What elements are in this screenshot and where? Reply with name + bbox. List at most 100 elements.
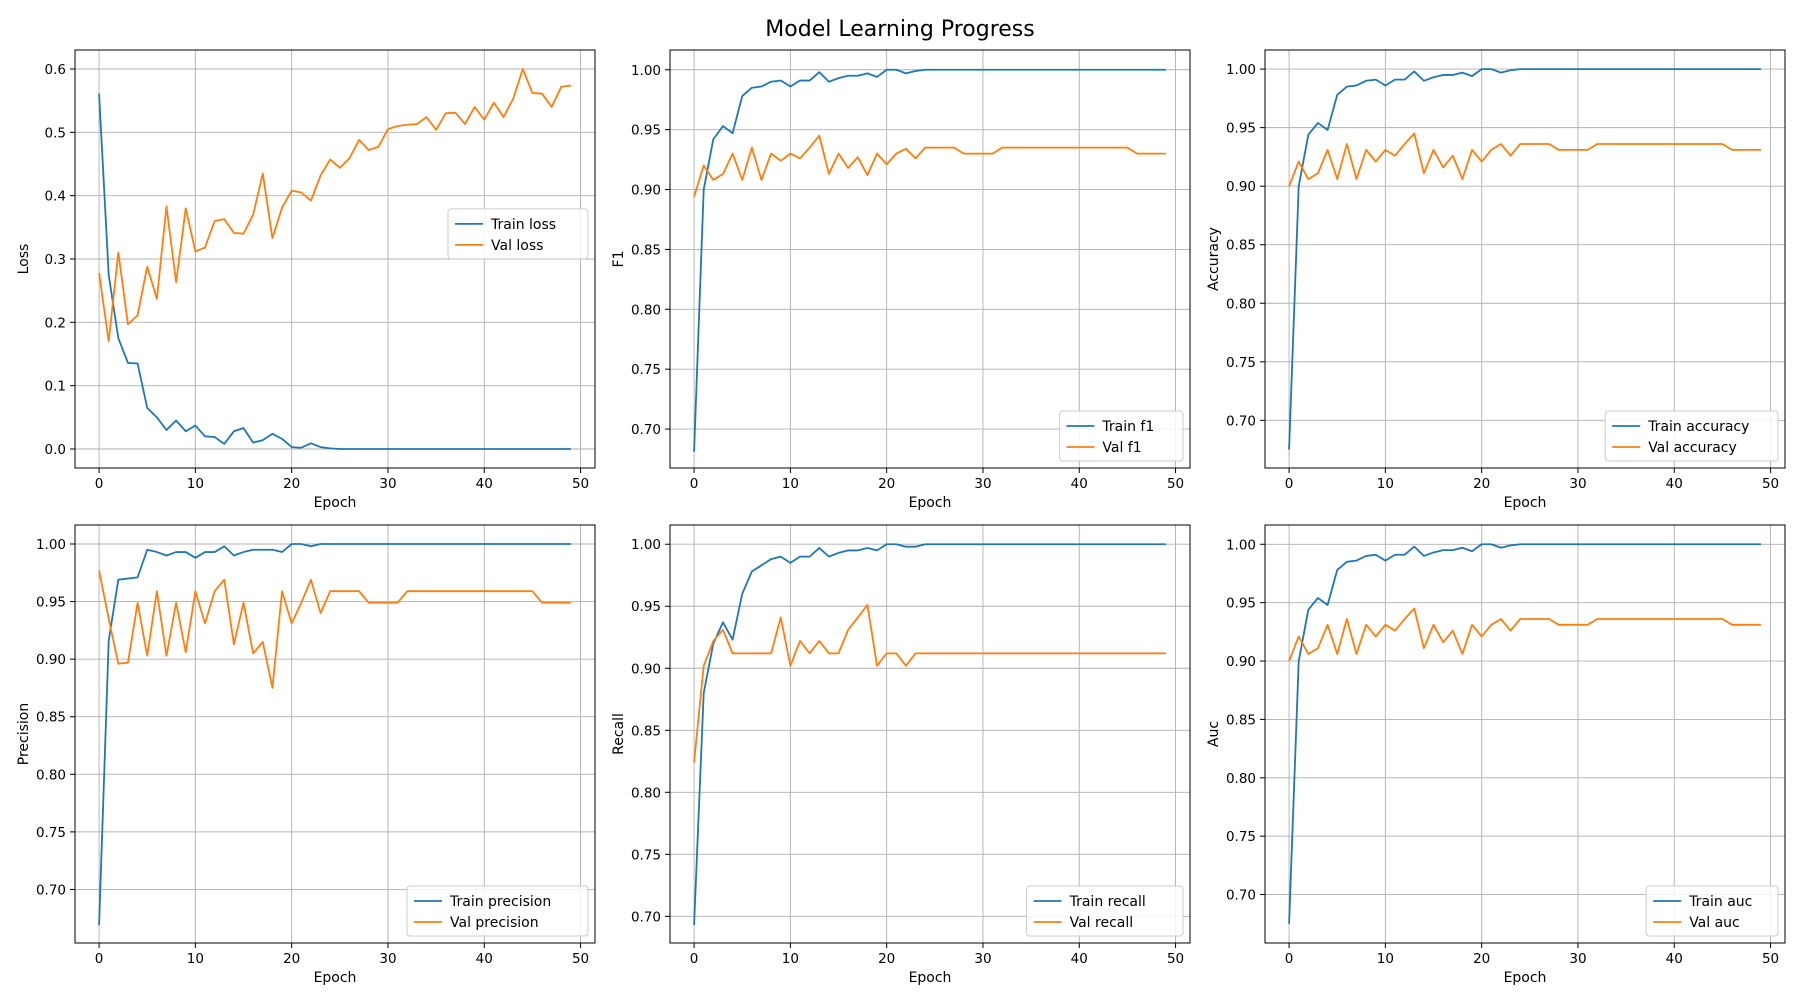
x-tick-label: 10 — [187, 951, 204, 967]
legend-box — [406, 885, 589, 937]
y-tick-label: 0.70 — [1226, 413, 1256, 429]
series-line-train-precision — [98, 543, 571, 926]
axes-frame — [74, 524, 596, 944]
y-tick-label: 0.75 — [631, 362, 661, 378]
series-line-val-recall — [693, 604, 1166, 763]
x-tick-label: 30 — [974, 476, 991, 492]
legend: Train accuracy Val accuracy — [1604, 410, 1779, 462]
x-tick-label: 30 — [1569, 951, 1586, 967]
x-tick-label: 0 — [95, 951, 104, 967]
y-tick-label: 0.5 — [45, 125, 66, 141]
axes-frame — [1264, 49, 1786, 469]
x-tick-label: 50 — [572, 476, 589, 492]
x-tick-label: 20 — [283, 951, 300, 967]
y-axis-label: Loss — [16, 244, 32, 275]
legend-label: Train recall — [1069, 894, 1146, 910]
x-tick-label: 30 — [379, 476, 396, 492]
y-tick-label: 0.95 — [1226, 596, 1256, 612]
y-tick-label: 0.75 — [1226, 829, 1256, 845]
series-line-val-auc — [1288, 607, 1761, 662]
legend-label: Val loss — [491, 238, 543, 254]
y-tick-label: 0.85 — [631, 242, 661, 258]
axes-frame — [1264, 524, 1786, 944]
x-tick-label: 30 — [379, 951, 396, 967]
series-line-val-loss — [98, 68, 572, 343]
x-tick-label: 10 — [782, 951, 799, 967]
y-tick-label: 0.85 — [1226, 238, 1256, 254]
y-tick-label: 0.70 — [631, 422, 661, 438]
x-tick-label: 0 — [95, 476, 104, 492]
y-tick-label: 0.80 — [1226, 296, 1256, 312]
legend-box — [1058, 410, 1184, 462]
x-tick-label: 20 — [878, 951, 895, 967]
y-tick-label: 0.95 — [631, 599, 661, 615]
axes-frame — [669, 49, 1191, 469]
x-axis-label: Epoch — [909, 495, 952, 511]
x-tick-label: 10 — [1377, 951, 1394, 967]
x-tick-label: 20 — [1473, 476, 1490, 492]
x-tick-label: 0 — [690, 476, 699, 492]
y-tick-label: 0.3 — [45, 252, 66, 268]
legend: Train f1 Val f1 — [1058, 410, 1184, 462]
legend-label: Train f1 — [1101, 419, 1154, 435]
y-axis-label: Accuracy — [1206, 227, 1222, 291]
x-tick-label: 20 — [283, 476, 300, 492]
y-tick-label: 0.1 — [45, 379, 66, 395]
x-tick-label: 0 — [1285, 476, 1294, 492]
y-tick-label: 0.80 — [631, 785, 661, 801]
y-tick-label: 1.00 — [1226, 62, 1256, 78]
legend-label: Val precision — [450, 915, 539, 931]
legend-box — [447, 208, 589, 260]
y-tick-label: 0.70 — [36, 882, 66, 898]
y-tick-label: 0.75 — [631, 847, 661, 863]
figure-title: Model Learning Progress — [765, 17, 1034, 42]
y-tick-label: 1.00 — [631, 537, 661, 553]
x-tick-label: 30 — [1569, 476, 1586, 492]
y-tick-label: 0.75 — [1226, 355, 1256, 371]
legend: Train precision Val precision — [406, 885, 589, 937]
y-tick-label: 0.75 — [36, 825, 66, 841]
y-tick-label: 0.90 — [631, 661, 661, 677]
x-axis-label: Epoch — [1504, 970, 1547, 986]
y-tick-label: 0.95 — [1226, 121, 1256, 137]
x-tick-label: 40 — [1666, 951, 1683, 967]
series-line-train-loss — [98, 93, 571, 450]
legend-label: Train auc — [1688, 894, 1752, 910]
y-tick-label: 0.90 — [1226, 179, 1256, 195]
x-tick-label: 20 — [878, 476, 895, 492]
y-axis-label: Recall — [611, 713, 627, 755]
y-tick-label: 0.90 — [631, 183, 661, 199]
legend: Train auc Val auc — [1645, 885, 1779, 937]
x-axis-label: Epoch — [314, 970, 357, 986]
x-tick-label: 20 — [1473, 951, 1490, 967]
series-line-val-f1 — [693, 134, 1166, 197]
legend-box — [1645, 885, 1779, 937]
y-tick-label: 0.2 — [45, 315, 66, 331]
x-tick-label: 40 — [476, 476, 493, 492]
x-tick-label: 0 — [690, 951, 699, 967]
subplot-f1: 0 10 20 30 40 50 0.70 0.75 0.80 0.85 0.90 0.95 1.00 E… — [611, 49, 1191, 511]
x-axis-label: Epoch — [314, 495, 357, 511]
y-tick-label: 0.80 — [1226, 771, 1256, 787]
x-tick-label: 10 — [187, 476, 204, 492]
legend-label: Train accuracy — [1647, 419, 1749, 435]
y-tick-label: 0.80 — [36, 767, 66, 783]
y-tick-label: 1.00 — [36, 537, 66, 553]
y-tick-label: 0.95 — [36, 595, 66, 611]
series-line-train-f1 — [693, 68, 1166, 452]
subplot-recall: 0 10 20 30 40 50 0.70 0.75 0.80 0.85 0.90 0.95 1.00 E… — [611, 524, 1191, 986]
series-line-train-accuracy — [1288, 68, 1761, 450]
y-tick-label: 0.6 — [45, 62, 66, 78]
x-tick-label: 40 — [1071, 476, 1088, 492]
series-line-train-auc — [1288, 543, 1761, 924]
x-axis-label: Epoch — [909, 970, 952, 986]
legend-label: Val recall — [1070, 915, 1134, 931]
x-tick-label: 50 — [572, 951, 589, 967]
y-tick-label: 0.0 — [45, 442, 66, 458]
series-line-val-precision — [98, 570, 571, 689]
x-tick-label: 40 — [476, 951, 493, 967]
y-tick-label: 0.85 — [1226, 712, 1256, 728]
subplot-precision: 0 10 20 30 40 50 0.70 0.75 0.80 0.85 0.90 0.95 1.00 E… — [16, 524, 596, 986]
